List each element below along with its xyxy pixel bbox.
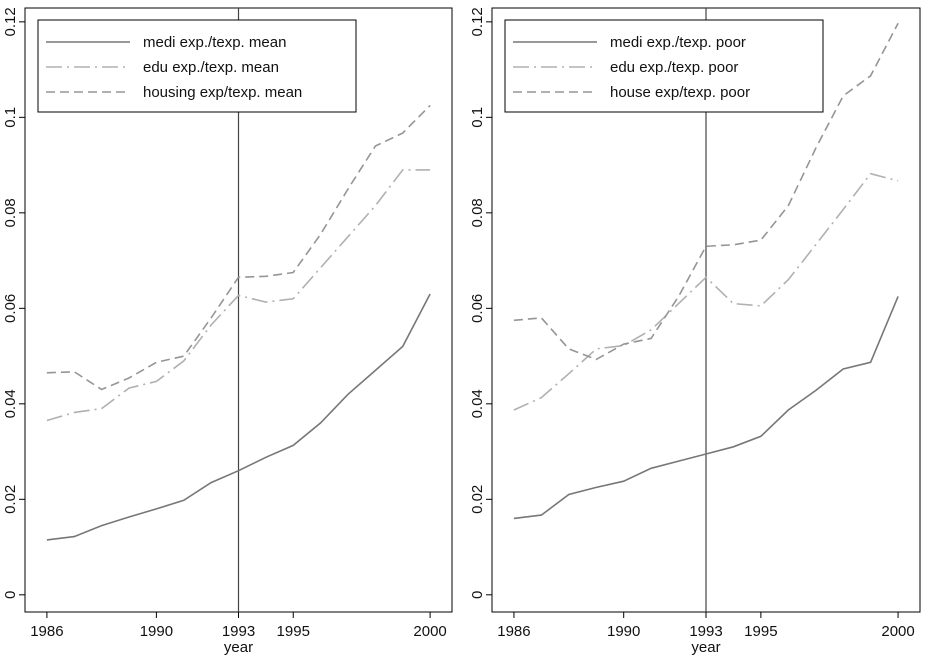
x-tick-label: 1993 — [689, 623, 722, 640]
legend-label: house exp/texp. poor — [610, 84, 750, 101]
y-tick-label: 0.04 — [469, 389, 486, 418]
y-tick-label: 0.08 — [2, 198, 19, 227]
y-tick-label: 0 — [2, 591, 19, 599]
y-tick-label: 0.12 — [469, 7, 486, 36]
x-tick-label: 1986 — [30, 623, 63, 640]
x-tick-label: 1995 — [744, 623, 777, 640]
series-line — [513, 172, 899, 411]
x-tick-label: 1993 — [222, 623, 255, 640]
legend-box — [37, 19, 357, 113]
series-line — [46, 104, 431, 391]
legend: medi exp./texp. poor edu exp./texp. poor h… — [504, 19, 824, 113]
series-line — [513, 296, 899, 520]
series-line — [513, 22, 899, 361]
y-tick-label: 0.06 — [2, 294, 19, 323]
y-tick-label: 0.08 — [469, 198, 486, 227]
series-line — [46, 169, 431, 422]
y-tick-label: 0 — [469, 591, 486, 599]
y-tick-label: 0.04 — [2, 389, 19, 418]
y-tick-label: 0.12 — [2, 7, 19, 36]
x-tick-label: 2000 — [413, 623, 446, 640]
legend-label: housing exp/texp. mean — [143, 84, 302, 101]
y-tick-label: 0.06 — [469, 294, 486, 323]
legend: medi exp./texp. mean edu exp./texp. mean h… — [37, 19, 357, 113]
legend-label: medi exp./texp. mean — [143, 34, 286, 51]
x-tick-label: 1995 — [277, 623, 310, 640]
y-tick-label: 0.1 — [469, 107, 486, 128]
legend-label: medi exp./texp. poor — [610, 34, 746, 51]
legend-box — [504, 19, 824, 113]
y-tick-label: 0.1 — [2, 107, 19, 128]
y-tick-label: 0.02 — [2, 485, 19, 514]
series-line — [46, 293, 431, 541]
x-axis-title: year — [224, 639, 253, 656]
legend-label: edu exp./texp. mean — [143, 59, 279, 76]
y-tick-label: 0.02 — [469, 485, 486, 514]
x-axis-title: year — [691, 639, 720, 656]
x-tick-label: 2000 — [881, 623, 914, 640]
x-tick-label: 1990 — [607, 623, 640, 640]
x-tick-label: 1990 — [140, 623, 173, 640]
legend-label: edu exp./texp. poor — [610, 59, 738, 76]
x-tick-label: 1986 — [497, 623, 530, 640]
